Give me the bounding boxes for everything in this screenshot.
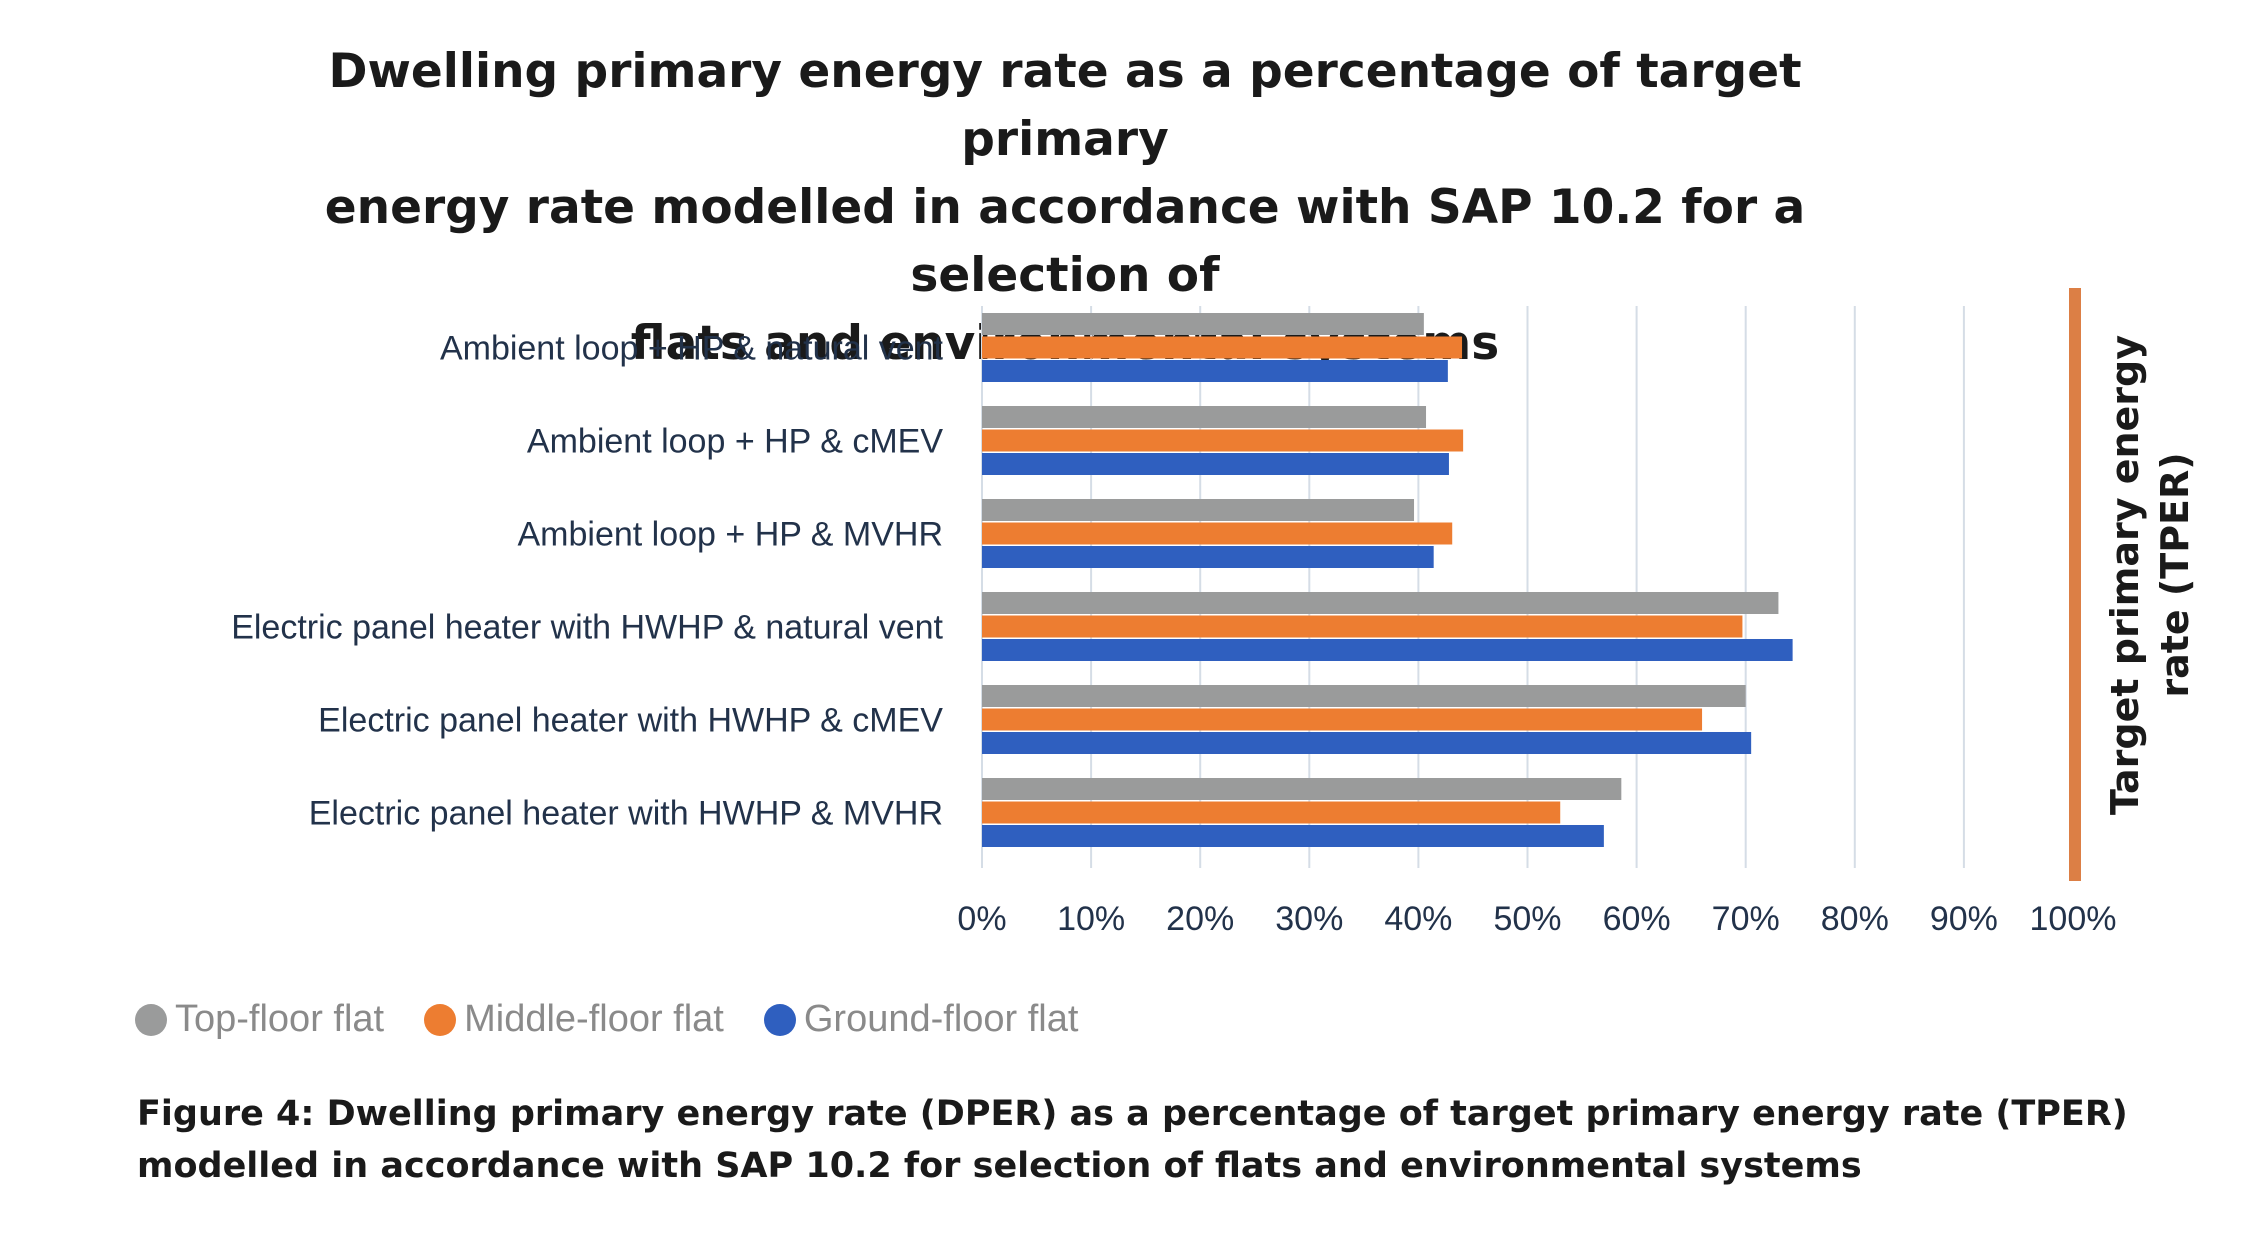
chart-title-line-1: Dwelling primary energy rate as a percen… [328,44,1802,167]
tper-reference-line [2069,288,2081,881]
legend-item-ground-floor: Ground-floor flat [763,998,1079,1041]
x-tick-label: 30% [1275,900,1343,938]
bar-top-floor-flat [982,778,1622,800]
x-tick-label: 60% [1603,900,1671,938]
bar-ground-floor-flat [982,639,1793,661]
chart-title-line-2: energy rate modelled in accordance with … [324,180,1806,303]
bar-ground-floor-flat [982,453,1449,475]
legend-item-middle-floor: Middle-floor flat [424,998,724,1041]
bar-middle-floor-flat [982,615,1743,638]
bar-ground-floor-flat [982,732,1752,754]
bar-top-floor-flat [982,685,1746,707]
legend-label-middle-floor: Middle-floor flat [464,998,724,1040]
x-tick-label: 70% [1712,900,1780,938]
category-labels: Ambient loop + HP & natural vent Ambient … [231,330,943,833]
x-tick-label: 100% [2030,900,2117,938]
bar-top-floor-flat [982,592,1779,614]
bar-top-floor-flat [982,499,1415,521]
x-tick-label: 20% [1166,900,1234,938]
tper-label-line-1: Target primary energy [2103,335,2147,815]
legend-marker-ground-floor [763,1003,796,1036]
category-label: Ambient loop + HP & cMEV [527,423,943,461]
bar-ground-floor-flat [982,360,1448,382]
x-tick-label: 0% [957,900,1006,938]
legend: Top-floor flat Middle-floor flat Ground-… [135,998,1118,1041]
x-tick-label: 40% [1384,900,1452,938]
x-tick-label: 50% [1493,900,1561,938]
bar-middle-floor-flat [982,336,1463,359]
legend-label-top-floor: Top-floor flat [175,998,385,1040]
bar-middle-floor-flat [982,801,1561,824]
tper-reference: Target primary energy rate (TPER) [2069,288,2197,881]
x-tick-label: 10% [1057,900,1125,938]
figure-caption: Figure 4: Dwelling primary energy rate (… [137,1088,2137,1192]
bar-top-floor-flat [982,406,1427,428]
bar-middle-floor-flat [982,708,1703,731]
figure-caption-line-2: modelled in accordance with SAP 10.2 for… [137,1146,1862,1186]
figure-caption-line-1: Figure 4: Dwelling primary energy rate (… [137,1094,2128,1134]
legend-marker-top-floor [135,1003,167,1036]
category-label: Electric panel heater with HWHP & MVHR [309,795,943,833]
tper-label-line-2: rate (TPER) [2153,452,2197,697]
tper-label: Target primary energy rate (TPER) [2103,335,2197,815]
legend-label-ground-floor: Ground-floor flat [803,998,1079,1040]
category-label: Ambient loop + HP & MVHR [518,516,944,554]
bar-middle-floor-flat [982,429,1464,452]
bar-ground-floor-flat [982,546,1434,568]
category-label: Electric panel heater with HWHP & cMEV [318,702,943,740]
legend-item-top-floor: Top-floor flat [135,998,384,1041]
bar-top-floor-flat [982,313,1424,335]
category-label: Ambient loop + HP & natural vent [440,330,944,368]
bar-middle-floor-flat [982,522,1453,545]
bar-chart: Ambient loop + HP & natural vent Ambient … [231,288,2197,938]
category-label: Electric panel heater with HWHP & natura… [231,609,943,647]
bars [982,313,1793,847]
x-tick-label: 90% [1930,900,1998,938]
x-axis-tick-labels: 0% 10% 20% 30% 40% 50% 60% 70% 80% 90% 100% [957,900,2116,938]
bar-ground-floor-flat [982,825,1604,847]
legend-marker-middle-floor [424,1003,457,1036]
gridlines [981,306,2074,868]
x-tick-label: 80% [1821,900,1889,938]
